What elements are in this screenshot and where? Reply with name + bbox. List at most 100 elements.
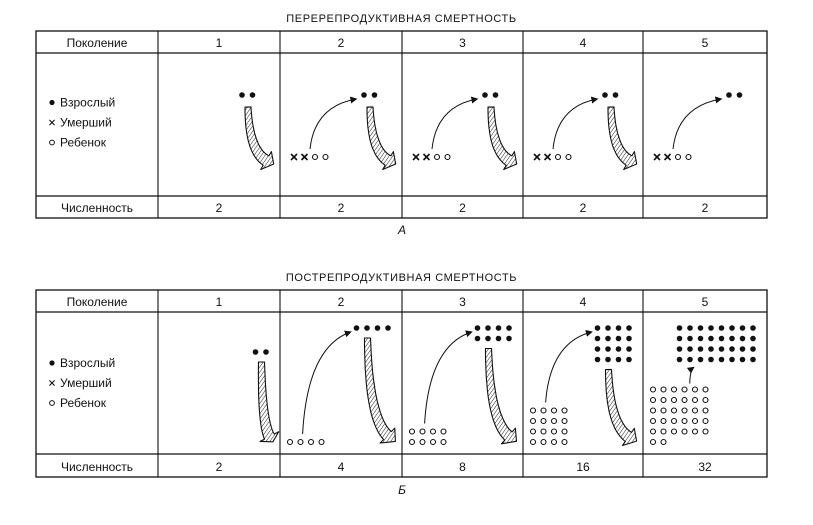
population-count: 4 xyxy=(338,460,345,474)
adult-marker xyxy=(361,92,367,98)
adult-marker xyxy=(495,335,502,342)
child-marker xyxy=(550,417,558,425)
adult-marker xyxy=(364,325,370,331)
child-marker xyxy=(529,417,537,425)
child-marker xyxy=(681,417,688,425)
panel-title: ПЕРЕРЕПРОДУКТИВНАЯ СМЕРТНОСТЬ xyxy=(286,13,516,25)
maturation-arrow xyxy=(431,96,479,150)
adult-marker xyxy=(615,346,622,352)
child-marker xyxy=(540,417,547,425)
child-marker xyxy=(649,417,657,425)
child-marker xyxy=(561,417,568,425)
child-marker xyxy=(702,386,709,393)
population-count: 2 xyxy=(702,201,709,215)
cross-icon xyxy=(49,119,55,126)
adult-marker xyxy=(249,92,256,98)
generation-4: 4 16 xyxy=(529,295,638,474)
child-marker xyxy=(670,428,678,435)
children-group xyxy=(412,153,451,161)
adult-marker xyxy=(615,325,622,331)
child-marker xyxy=(681,396,688,404)
adult-marker xyxy=(482,92,488,98)
child-marker xyxy=(660,428,667,435)
dead-marker xyxy=(422,153,431,161)
child-marker xyxy=(561,428,568,435)
population-count: 16 xyxy=(576,460,590,474)
child-marker xyxy=(540,407,547,414)
adult-marker xyxy=(708,356,714,363)
child-marker xyxy=(550,438,558,446)
generation-1: 12 xyxy=(216,36,275,215)
child-marker xyxy=(685,153,692,161)
child-marker xyxy=(649,438,657,446)
growth-arrow xyxy=(366,106,397,171)
child-marker xyxy=(561,407,568,414)
child-marker xyxy=(681,428,688,435)
child-marker xyxy=(440,428,447,435)
generation-number: 3 xyxy=(459,295,466,309)
adults-group xyxy=(602,92,619,98)
dead-marker xyxy=(300,153,309,161)
children-group xyxy=(286,438,325,446)
generation-number: 5 xyxy=(702,295,709,309)
adult-marker xyxy=(676,356,683,363)
adult-marker xyxy=(594,346,601,352)
generation-number: 4 xyxy=(580,36,587,50)
growth-arrow xyxy=(484,347,518,445)
legend: Взрослый Умерший Ребенок xyxy=(49,96,115,150)
panel-a: ПЕРЕРЕПРОДУКТИВНАЯ СМЕРТНОСТЬ А Поколение Ч… xyxy=(35,13,768,237)
adult-marker xyxy=(750,325,756,331)
adult-marker xyxy=(708,346,714,352)
child-marker xyxy=(408,428,416,435)
adult-marker xyxy=(750,346,756,352)
adult-marker xyxy=(474,325,481,331)
adult-marker xyxy=(485,325,491,331)
adult-marker xyxy=(697,356,704,363)
maturation-arrow xyxy=(309,96,358,150)
children-group xyxy=(529,407,568,446)
child-marker xyxy=(660,396,667,404)
generation-3: 32 xyxy=(412,36,518,215)
population-count: 2 xyxy=(338,201,345,215)
adult-marker xyxy=(739,325,746,331)
adults-group xyxy=(361,92,378,98)
generation-4: 42 xyxy=(533,36,638,215)
generation-number: 2 xyxy=(338,36,345,50)
child-marker xyxy=(702,396,709,404)
population-count: 2 xyxy=(216,201,223,215)
child-marker xyxy=(681,386,688,393)
adult-marker xyxy=(602,92,608,98)
adult-marker xyxy=(252,349,259,355)
growth-arrow xyxy=(363,337,396,444)
adult-marker xyxy=(697,325,704,331)
adult-marker xyxy=(506,335,512,342)
child-marker xyxy=(670,407,678,414)
child-marker xyxy=(419,438,426,446)
population-count: 8 xyxy=(459,460,466,474)
panel-title: ПОСТРЕПРОДУКТИВНАЯ СМЕРТНОСТЬ xyxy=(286,272,517,284)
child-marker xyxy=(565,153,572,161)
generation-number: 5 xyxy=(702,36,709,50)
legend-item: Умерший xyxy=(49,376,112,390)
child-marker xyxy=(702,407,709,414)
adult-marker xyxy=(708,335,714,342)
adults-group xyxy=(726,92,743,98)
legend-item: Взрослый xyxy=(49,96,115,110)
child-marker xyxy=(691,396,699,404)
adult-marker xyxy=(676,325,683,331)
adult-marker xyxy=(485,335,491,342)
children-group xyxy=(290,153,329,161)
child-marker xyxy=(649,396,657,404)
child-marker xyxy=(670,417,678,425)
cross-icon xyxy=(49,380,55,386)
adult-marker xyxy=(506,325,512,331)
adult-marker xyxy=(374,325,381,331)
child-marker xyxy=(681,407,688,414)
child-marker xyxy=(322,153,329,161)
children-group xyxy=(649,386,709,446)
panel-caption: Б xyxy=(398,483,406,497)
children-group xyxy=(653,153,692,161)
growth-arrow xyxy=(487,106,518,171)
generation-1: 12 xyxy=(216,295,280,474)
